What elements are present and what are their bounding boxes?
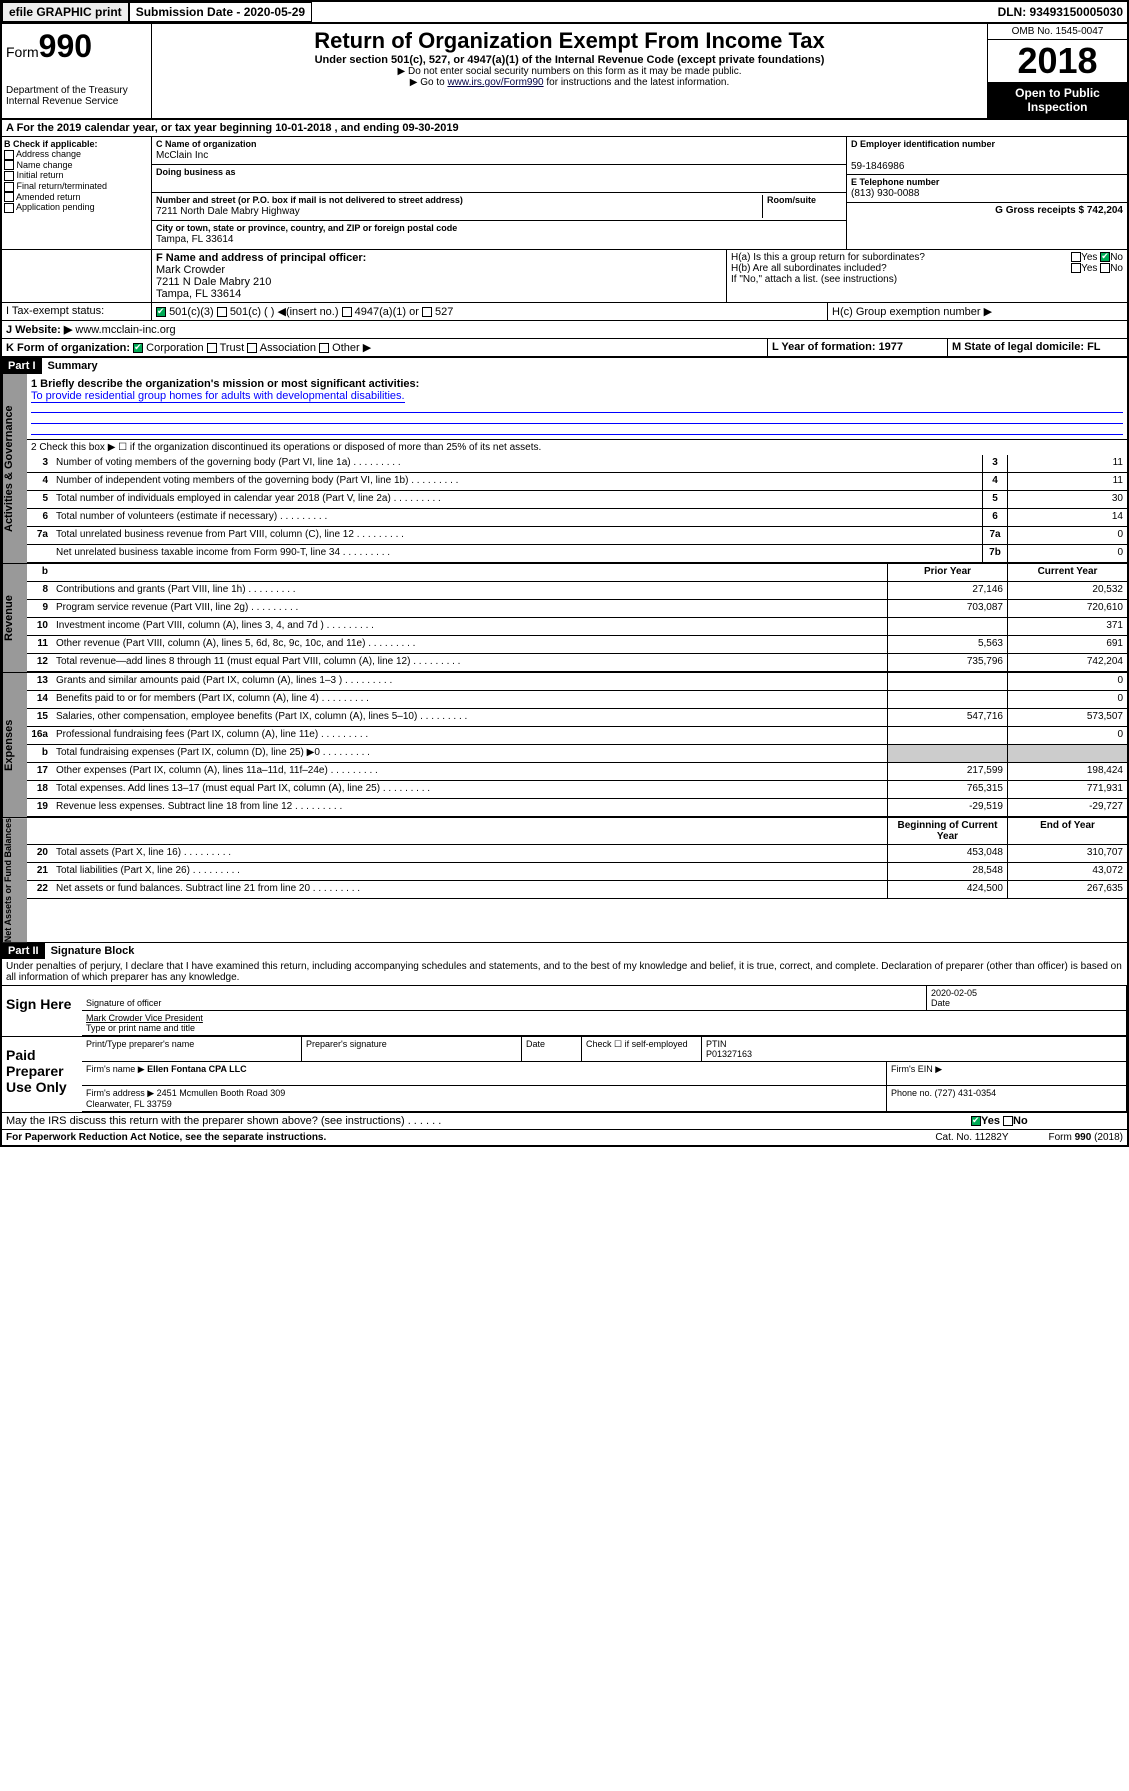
submission-date: Submission Date - 2020-05-29 <box>129 2 312 22</box>
phone: (813) 930-0088 <box>851 188 919 199</box>
officer-addr: 7211 N Dale Mabry 210 Tampa, FL 33614 <box>156 276 271 300</box>
street-addr: 7211 North Dale Mabry Highway <box>156 206 300 217</box>
mission-text: To provide residential group homes for a… <box>31 390 405 403</box>
officer-label: F Name and address of principal officer: <box>156 252 366 264</box>
box-b: B Check if applicable: Address change Na… <box>2 137 152 249</box>
form-number: Form990 <box>6 28 147 65</box>
ein-label: D Employer identification number <box>851 139 995 149</box>
table-row: 14Benefits paid to or for members (Part … <box>27 691 1127 709</box>
officer-name: Mark Crowder <box>156 264 225 276</box>
table-row: 6Total number of volunteers (estimate if… <box>27 509 1127 527</box>
tax-year: 2018 <box>988 40 1127 82</box>
entity-block: B Check if applicable: Address change Na… <box>0 137 1129 250</box>
sign-here-block: Sign Here Signature of officer 2020-02-0… <box>0 986 1129 1037</box>
table-row: 17Other expenses (Part IX, column (A), l… <box>27 763 1127 781</box>
table-row: 20Total assets (Part X, line 16)453,0483… <box>27 845 1127 863</box>
omb-number: OMB No. 1545-0047 <box>988 24 1127 40</box>
form-title: Return of Organization Exempt From Incom… <box>156 28 983 54</box>
open-inspection: Open to Public Inspection <box>988 82 1127 118</box>
table-row: 11Other revenue (Part VIII, column (A), … <box>27 636 1127 654</box>
topbar: efile GRAPHIC print Submission Date - 20… <box>0 0 1129 24</box>
table-row: Net unrelated business taxable income fr… <box>27 545 1127 563</box>
footer: For Paperwork Reduction Act Notice, see … <box>0 1130 1129 1147</box>
side-revenue: Revenue <box>2 564 27 672</box>
org-name-label: C Name of organization <box>156 139 257 149</box>
table-row: 10Investment income (Part VIII, column (… <box>27 618 1127 636</box>
city-state-zip: Tampa, FL 33614 <box>156 234 233 245</box>
part2-title: Signature Block <box>45 943 141 959</box>
dln: DLN: 93493150005030 <box>998 5 1127 19</box>
dba-label: Doing business as <box>156 167 236 177</box>
table-row: 8Contributions and grants (Part VIII, li… <box>27 582 1127 600</box>
website[interactable]: www.mcclain-inc.org <box>75 324 175 336</box>
part1-header: Part I <box>2 358 42 374</box>
table-row: 13Grants and similar amounts paid (Part … <box>27 673 1127 691</box>
side-netassets: Net Assets or Fund Balances <box>2 818 27 942</box>
side-expenses: Expenses <box>2 673 27 817</box>
table-row: 3Number of voting members of the governi… <box>27 455 1127 473</box>
perjury-statement: Under penalties of perjury, I declare th… <box>0 959 1129 986</box>
gross-receipts: G Gross receipts $ 742,204 <box>995 205 1123 216</box>
phone-label: E Telephone number <box>851 177 939 187</box>
efile-print-btn[interactable]: efile GRAPHIC print <box>2 2 129 22</box>
table-row: 21Total liabilities (Part X, line 26)28,… <box>27 863 1127 881</box>
paid-preparer-block: Paid Preparer Use Only Print/Type prepar… <box>0 1037 1129 1113</box>
table-row: 5Total number of individuals employed in… <box>27 491 1127 509</box>
note-ssn: ▶ Do not enter social security numbers o… <box>156 66 983 77</box>
form-ref: Form 990 (2018) <box>1049 1132 1123 1143</box>
form-header: Form990 Department of the Treasury Inter… <box>0 24 1129 120</box>
addr-label: Number and street (or P.O. box if mail i… <box>156 195 463 205</box>
table-row: 9Program service revenue (Part VIII, lin… <box>27 600 1127 618</box>
dept-label: Department of the Treasury Internal Reve… <box>6 85 147 107</box>
table-row: 15Salaries, other compensation, employee… <box>27 709 1127 727</box>
table-row: 19Revenue less expenses. Subtract line 1… <box>27 799 1127 817</box>
ein: 59-1846986 <box>851 161 904 172</box>
part1-title: Summary <box>42 358 104 374</box>
table-row: 16aProfessional fundraising fees (Part I… <box>27 727 1127 745</box>
org-name: McClain Inc <box>156 150 208 161</box>
table-row: 4Number of independent voting members of… <box>27 473 1127 491</box>
note-link: ▶ Go to www.irs.gov/Form990 for instruct… <box>156 77 983 88</box>
side-governance: Activities & Governance <box>2 374 27 563</box>
table-row: 7aTotal unrelated business revenue from … <box>27 527 1127 545</box>
officer-h-block: F Name and address of principal officer:… <box>0 250 1129 303</box>
irs-link[interactable]: www.irs.gov/Form990 <box>447 77 543 88</box>
part2-header: Part II <box>2 943 45 959</box>
table-row: 12Total revenue—add lines 8 through 11 (… <box>27 654 1127 672</box>
table-row: 22Net assets or fund balances. Subtract … <box>27 881 1127 899</box>
subtitle: Under section 501(c), 527, or 4947(a)(1)… <box>156 54 983 66</box>
table-row: 18Total expenses. Add lines 13–17 (must … <box>27 781 1127 799</box>
line-a: A For the 2019 calendar year, or tax yea… <box>0 120 1129 137</box>
city-label: City or town, state or province, country… <box>156 223 457 233</box>
table-row: bTotal fundraising expenses (Part IX, co… <box>27 745 1127 763</box>
